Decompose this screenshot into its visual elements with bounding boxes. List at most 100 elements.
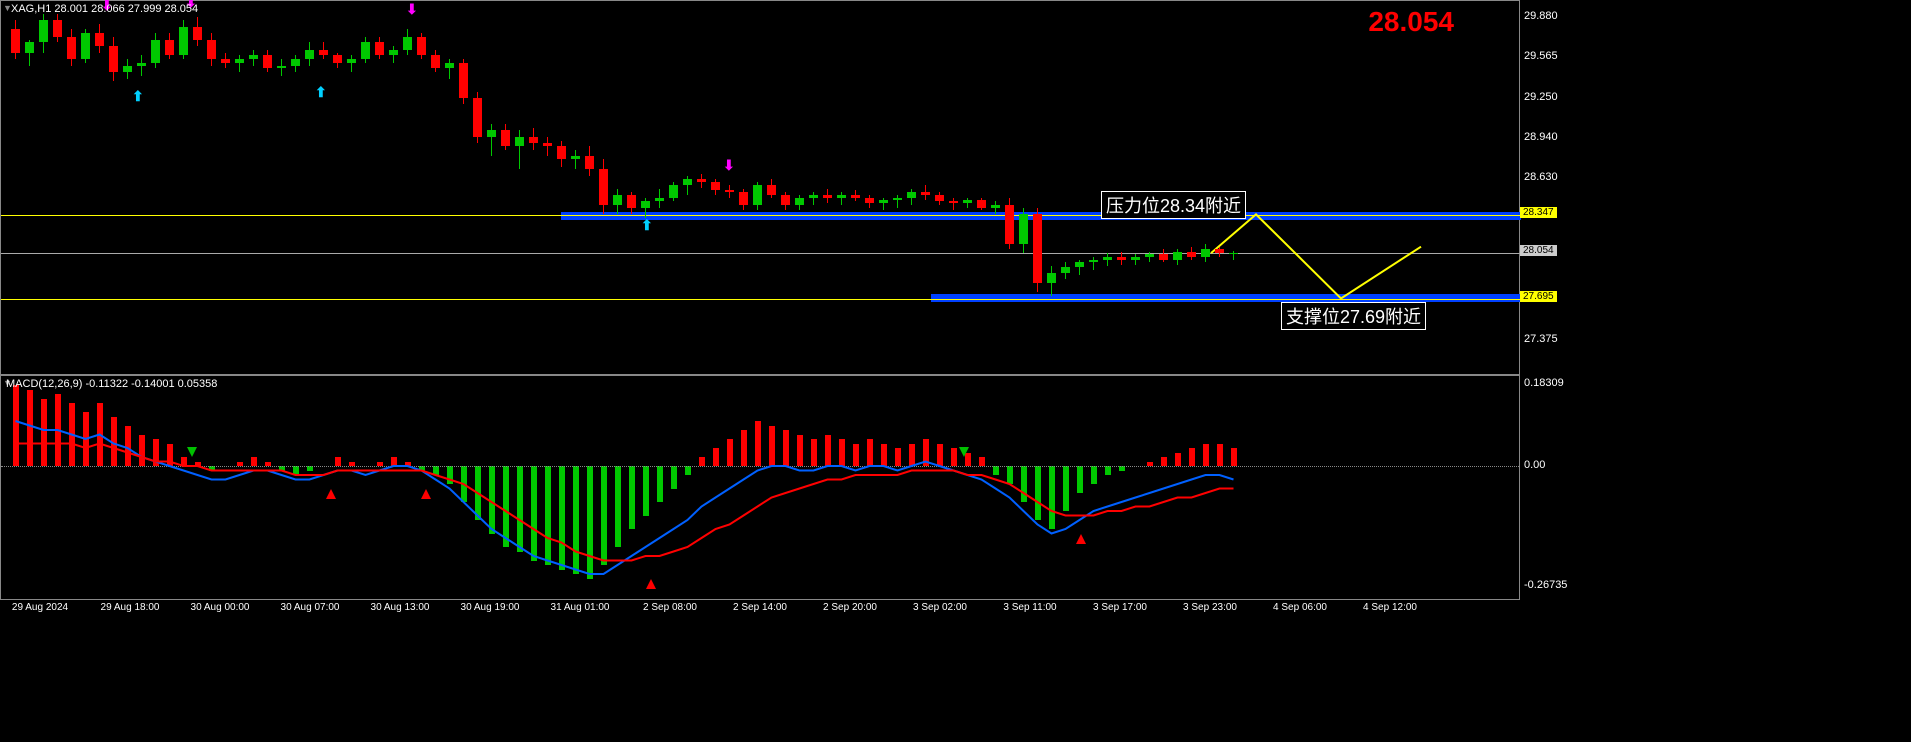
candle-body[interactable]	[221, 59, 230, 63]
candle-body[interactable]	[641, 201, 650, 207]
candle-body[interactable]	[193, 27, 202, 40]
candle-body[interactable]	[403, 37, 412, 50]
candle-body[interactable]	[1103, 257, 1112, 260]
candle-body[interactable]	[739, 192, 748, 205]
candle-body[interactable]	[1187, 252, 1196, 257]
candle-body[interactable]	[165, 40, 174, 56]
candle-body[interactable]	[711, 182, 720, 190]
candle-body[interactable]	[25, 42, 34, 52]
candle-body[interactable]	[39, 20, 48, 42]
candle-body[interactable]	[473, 98, 482, 137]
candle-body[interactable]	[417, 37, 426, 55]
candle-body[interactable]	[725, 190, 734, 193]
candle-body[interactable]	[823, 195, 832, 198]
candle-body[interactable]	[123, 66, 132, 72]
candle-body[interactable]	[599, 169, 608, 205]
candle-body[interactable]	[137, 63, 146, 66]
candle-body[interactable]	[11, 29, 20, 52]
price-level-marker: 28.054	[1520, 245, 1557, 256]
candle-body[interactable]	[1131, 257, 1140, 260]
candle-body[interactable]	[53, 20, 62, 37]
candle-body[interactable]	[935, 195, 944, 201]
candle-body[interactable]	[95, 33, 104, 46]
candle-body[interactable]	[1117, 257, 1126, 260]
candle-body[interactable]	[361, 42, 370, 59]
candle-body[interactable]	[207, 40, 216, 59]
macd-panel[interactable]: ▼ MACD(12,26,9) -0.11322 -0.14001 0.0535…	[0, 375, 1520, 600]
candle-body[interactable]	[1033, 214, 1042, 283]
candle-body[interactable]	[907, 192, 916, 197]
candle-body[interactable]	[851, 195, 860, 198]
candle-body[interactable]	[515, 137, 524, 146]
time-tick: 30 Aug 07:00	[281, 602, 340, 613]
candle-body[interactable]	[655, 198, 664, 202]
candle-body[interactable]	[809, 195, 818, 198]
candle-body[interactable]	[795, 198, 804, 206]
candle-body[interactable]	[669, 185, 678, 198]
candle-body[interactable]	[1005, 205, 1014, 244]
candle-body[interactable]	[375, 42, 384, 55]
candle-body[interactable]	[81, 33, 90, 59]
candle-body[interactable]	[949, 201, 958, 202]
candle-body[interactable]	[865, 198, 874, 203]
candle-body[interactable]	[501, 130, 510, 146]
candle-body[interactable]	[1019, 214, 1028, 244]
buy-signal-icon: ⬆	[315, 84, 327, 101]
candle-body[interactable]	[837, 195, 846, 198]
time-tick: 31 Aug 01:00	[551, 602, 610, 613]
candle-body[interactable]	[991, 205, 1000, 208]
candle-body[interactable]	[1173, 252, 1182, 260]
candle-body[interactable]	[557, 146, 566, 159]
candle-body[interactable]	[1215, 249, 1224, 253]
candle-body[interactable]	[767, 185, 776, 195]
candle-body[interactable]	[543, 143, 552, 146]
candle-body[interactable]	[585, 156, 594, 169]
candle-body[interactable]	[571, 156, 580, 159]
candle-body[interactable]	[291, 59, 300, 65]
candle-body[interactable]	[1061, 267, 1070, 272]
candle-body[interactable]	[487, 130, 496, 136]
candle-body[interactable]	[1201, 249, 1210, 257]
candle-body[interactable]	[683, 179, 692, 184]
candle-body[interactable]	[431, 55, 440, 68]
candle-body[interactable]	[333, 55, 342, 63]
candle-body[interactable]	[781, 195, 790, 205]
candle-body[interactable]	[305, 50, 314, 59]
candle-body[interactable]	[921, 192, 930, 195]
sell-signal-icon: ⬇	[406, 1, 418, 18]
candle-body[interactable]	[277, 66, 286, 69]
candle-body[interactable]	[1159, 254, 1168, 259]
candle-body[interactable]	[263, 55, 272, 68]
candle-body[interactable]	[389, 50, 398, 55]
price-tick: 29.880	[1524, 10, 1558, 22]
candle-body[interactable]	[1075, 262, 1084, 267]
candle-body[interactable]	[179, 27, 188, 55]
candle-body[interactable]	[235, 59, 244, 63]
candle-body[interactable]	[963, 200, 972, 203]
candle-body[interactable]	[1145, 254, 1154, 257]
candle-body[interactable]	[893, 198, 902, 201]
candle-body[interactable]	[697, 179, 706, 182]
candle-body[interactable]	[347, 59, 356, 63]
candle-body[interactable]	[753, 185, 762, 206]
candle-body[interactable]	[459, 63, 468, 98]
time-tick: 3 Sep 11:00	[1003, 602, 1056, 613]
candle-body[interactable]	[67, 37, 76, 59]
candle-body[interactable]	[151, 40, 160, 63]
price-tick: 29.565	[1524, 50, 1558, 62]
chart-container: ▼ XAG,H1 28.001 28.066 27.999 28.054 28.…	[0, 0, 1911, 742]
candle-body[interactable]	[249, 55, 258, 59]
candle-body[interactable]	[529, 137, 538, 143]
candle-body[interactable]	[1047, 273, 1056, 283]
price-y-axis: 29.88029.56529.25028.94028.63027.37528.3…	[1520, 0, 1580, 375]
candle-body[interactable]	[1229, 253, 1238, 254]
candle-body[interactable]	[319, 50, 328, 55]
price-panel[interactable]: ▼ XAG,H1 28.001 28.066 27.999 28.054 28.…	[0, 0, 1520, 375]
candle-body[interactable]	[977, 200, 986, 208]
candle-body[interactable]	[613, 195, 622, 205]
candle-body[interactable]	[1089, 260, 1098, 263]
candle-body[interactable]	[109, 46, 118, 72]
candle-body[interactable]	[445, 63, 454, 68]
candle-body[interactable]	[879, 200, 888, 203]
candle-body[interactable]	[627, 195, 636, 208]
